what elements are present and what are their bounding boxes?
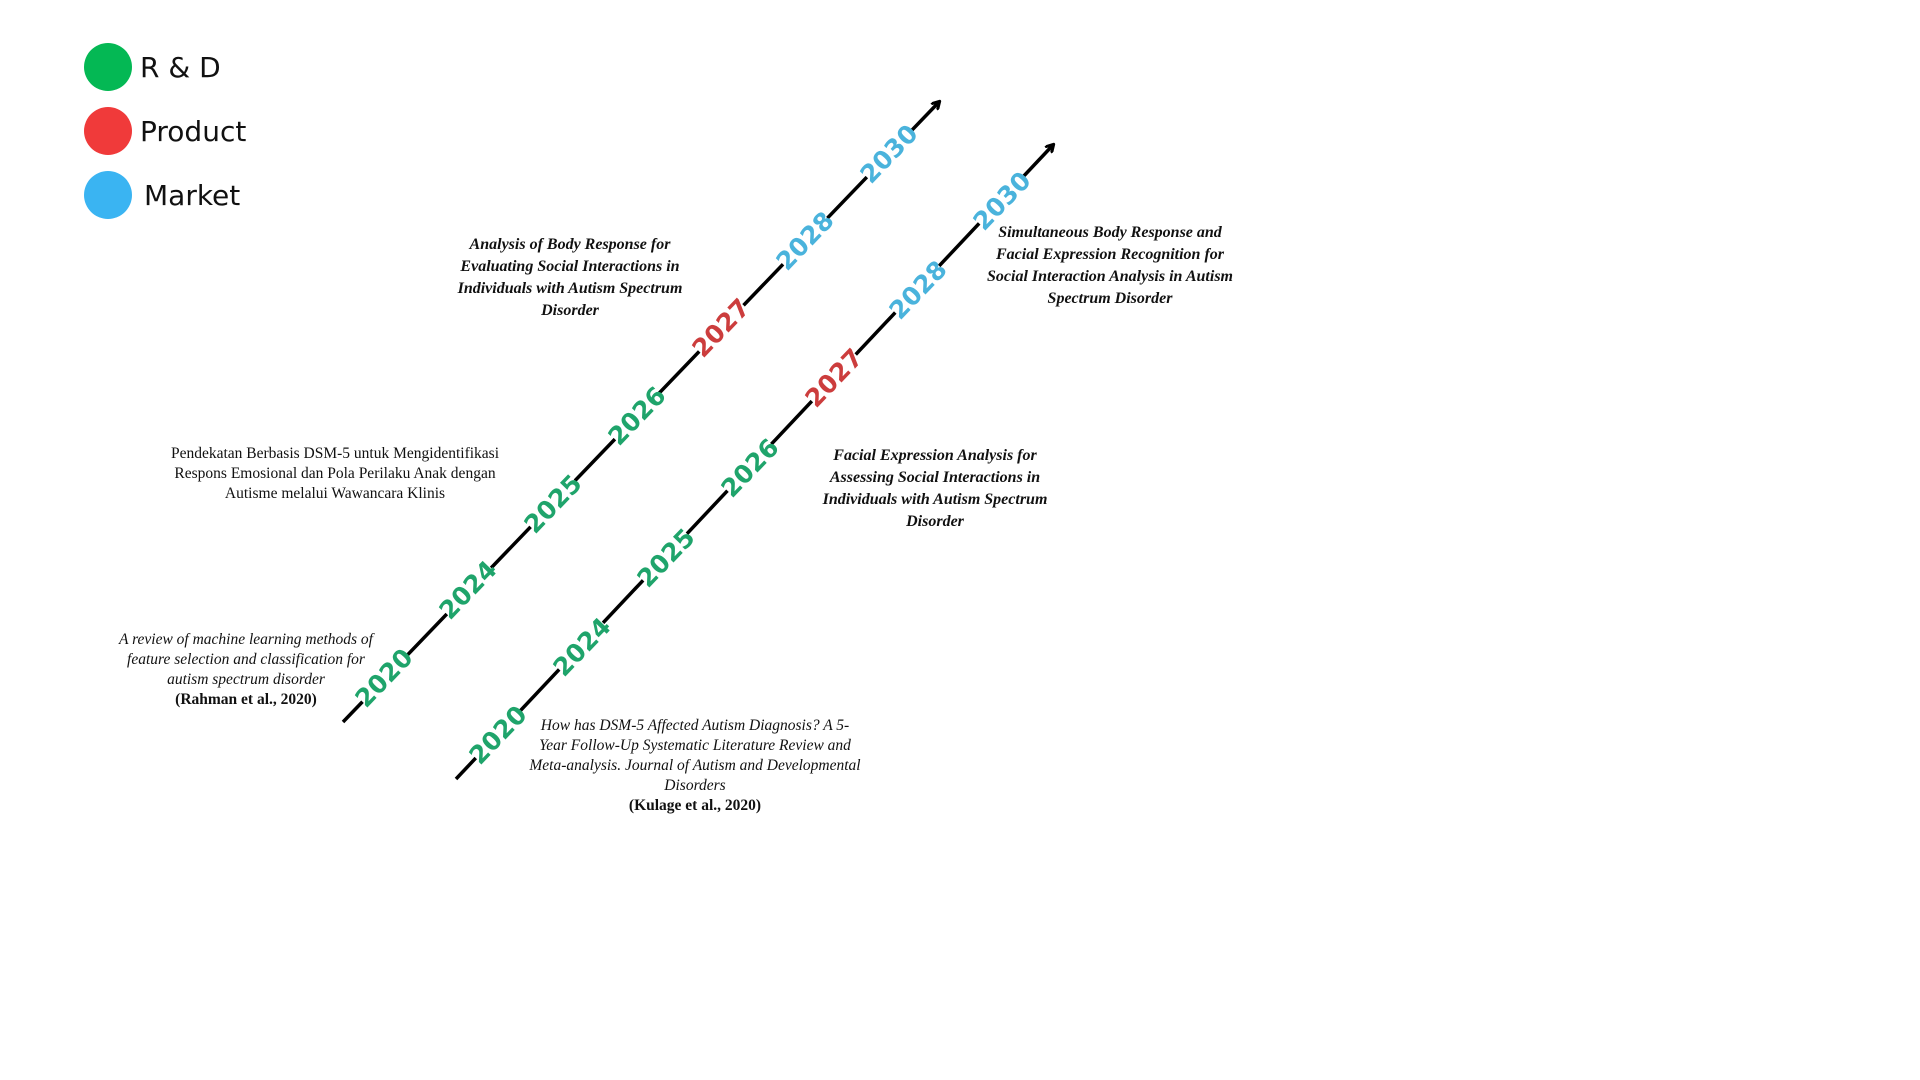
note-citation: (Kulage et al., 2020): [628, 797, 762, 814]
note-line: Assessing Social Interactions in: [829, 469, 1041, 486]
year-label: 2026: [602, 381, 671, 451]
note-line: Facial Expression Analysis for: [833, 447, 1037, 464]
year-label: 2024: [547, 612, 616, 682]
note-line: Pendekatan Berbasis DSM-5 untuk Mengiden…: [170, 445, 500, 462]
legend-item-rnd: R & D: [84, 43, 221, 91]
timeline-2-year-2028: 2028: [883, 255, 952, 325]
note-line: Meta-analysis. Journal of Autism and Dev…: [529, 757, 861, 774]
note-citation: (Rahman et al., 2020): [175, 691, 317, 708]
note-dsm5-pendekatan: Pendekatan Berbasis DSM-5 untuk Mengiden…: [150, 444, 520, 504]
year-label: 2025: [631, 523, 700, 593]
note-line: Individuals with Autism Spectrum: [822, 491, 1048, 508]
year-label: 2030: [854, 119, 923, 189]
note-facial-expression: Facial Expression Analysis for Assessing…: [800, 445, 1070, 533]
note-line: Individuals with Autism Spectrum: [457, 280, 683, 297]
note-line: Evaluating Social Interactions in: [460, 258, 680, 275]
legend-label-product: Product: [140, 115, 246, 148]
timeline-2-year-2024: 2024: [547, 612, 616, 682]
note-line: Disorder: [906, 513, 964, 530]
note-line: Spectrum Disorder: [1047, 290, 1173, 307]
legend-label-rnd: R & D: [140, 51, 221, 84]
year-label: 2025: [518, 469, 587, 539]
year-label: 2026: [715, 433, 784, 503]
note-line: Analysis of Body Response for: [469, 236, 671, 253]
note-line: Disorders: [664, 777, 726, 794]
legend-swatch-product: [84, 107, 132, 155]
note-line: Social Interaction Analysis in Autism: [987, 268, 1233, 285]
note-line: A review of machine learning methods of: [119, 631, 373, 648]
year-label: 2024: [433, 555, 502, 625]
note-line: Disorder: [541, 302, 599, 319]
note-line: Simultaneous Body Response and: [998, 224, 1222, 241]
note-line: Year Follow-Up Systematic Literature Rev…: [539, 737, 851, 754]
legend-item-product: Product: [84, 107, 246, 155]
legend-label-market: Market: [144, 179, 240, 212]
year-label: 2027: [799, 343, 868, 413]
year-label: 2028: [883, 255, 952, 325]
legend-item-market: Market: [84, 171, 240, 219]
legend-swatch-market: [84, 171, 132, 219]
note-dsm5-diagnosis: How has DSM-5 Affected Autism Diagnosis?…: [515, 716, 875, 816]
note-ml-review: A review of machine learning methods of …: [96, 630, 396, 710]
note-line: autism spectrum disorder: [167, 671, 325, 688]
note-simultaneous-recognition: Simultaneous Body Response and Facial Ex…: [965, 222, 1255, 310]
note-line: Autisme melalui Wawancara Klinis: [224, 485, 446, 502]
legend-swatch-rnd: [84, 43, 132, 91]
note-line: Respons Emosional dan Pola Perilaku Anak…: [174, 465, 496, 482]
legend: R & D Product Market: [84, 43, 246, 219]
note-line: Facial Expression Recognition for: [995, 246, 1225, 263]
note-body-response: Analysis of Body Response for Evaluating…: [435, 234, 705, 322]
note-line: feature selection and classification for: [127, 651, 365, 668]
note-line: How has DSM-5 Affected Autism Diagnosis?…: [540, 717, 850, 734]
year-label: 2028: [770, 206, 839, 276]
timeline-2-year-2025: 2025: [631, 523, 700, 593]
